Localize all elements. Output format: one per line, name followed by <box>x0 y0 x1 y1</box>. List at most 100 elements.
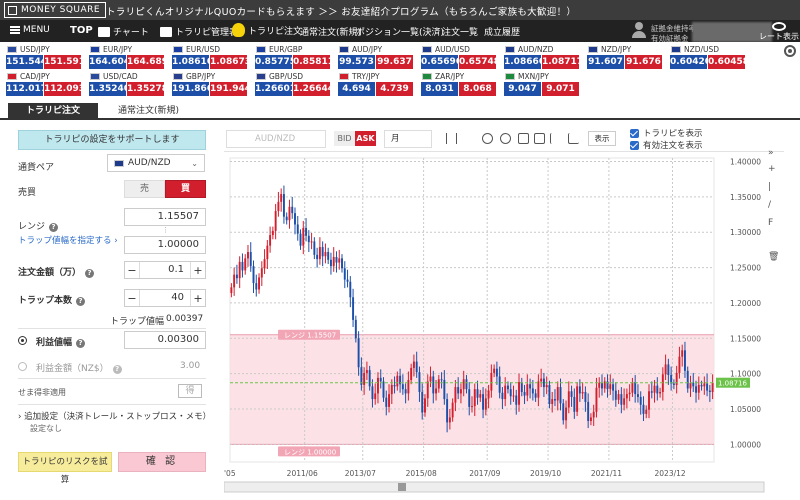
quote-eurgbp[interactable]: EUR/GBP 0.85775 0.85811 <box>253 44 334 70</box>
trap-count-value[interactable]: 40 <box>139 290 191 306</box>
semae-icon[interactable]: 得 <box>178 384 202 398</box>
nav-normal-order[interactable]: 通常注文(新規) <box>300 25 361 38</box>
quote-gbpjpy[interactable]: GBP/JPY 191.866 191.944 <box>170 71 251 97</box>
quote-audusd[interactable]: AUD/USD 0.65696 0.65748 <box>419 44 500 70</box>
candle-type-icon[interactable] <box>446 133 457 144</box>
bid-button[interactable]: BID <box>334 131 355 146</box>
bid-price[interactable]: 8.031 <box>421 82 458 96</box>
ask-price[interactable]: 1.26644 <box>293 82 334 96</box>
ask-price[interactable]: 1.35278 <box>127 82 168 96</box>
trash-icon[interactable]: 🗑 <box>768 252 780 262</box>
chart-pair-select[interactable]: AUD/NZD <box>226 130 326 148</box>
ask-price[interactable]: 112.093 <box>44 82 85 96</box>
quote-audjpy[interactable]: AUD/JPY 99.573 99.637 <box>336 44 414 70</box>
fibonacci-icon[interactable]: F <box>768 218 774 228</box>
nav-order-list[interactable]: 注文一覧 <box>442 25 478 38</box>
confirm-button[interactable]: 確 認 <box>118 452 206 472</box>
crop-icon[interactable] <box>518 133 529 144</box>
show-trap-checkbox[interactable]: トラリピを表示 <box>630 127 703 139</box>
period-select[interactable]: 月 <box>384 130 432 148</box>
ask-price[interactable]: 0.60458 <box>708 55 749 69</box>
trap-width-link[interactable]: トラップ値幅を指定する › <box>18 236 118 246</box>
zoom-out-icon[interactable] <box>500 133 511 144</box>
ask-price[interactable]: 9.071 <box>542 82 579 96</box>
bid-price[interactable]: 1.26601 <box>255 82 296 96</box>
cursor-icon[interactable]: + <box>768 164 776 174</box>
jump-latest-icon[interactable] <box>550 133 561 144</box>
profit-width-input[interactable]: 0.00300 <box>124 331 206 349</box>
ask-price[interactable]: 0.65748 <box>459 55 500 69</box>
ask-price[interactable]: 0.85811 <box>293 55 334 69</box>
settings-icon[interactable] <box>784 45 796 57</box>
ask-price[interactable]: 164.689 <box>127 55 168 69</box>
trendline-icon[interactable]: / <box>768 200 772 210</box>
tab-normal-order[interactable]: 通常注文(新規) <box>118 106 180 116</box>
minus-icon[interactable]: − <box>127 263 137 277</box>
minus-icon[interactable]: − <box>127 291 137 305</box>
help-icon[interactable]: ? <box>76 297 86 306</box>
bid-price[interactable]: 99.573 <box>338 55 375 69</box>
nav-position-list[interactable]: ポジション一覧(決済) <box>356 25 444 38</box>
help-icon[interactable]: ? <box>76 339 86 348</box>
bid-price[interactable]: 164.604 <box>89 55 130 69</box>
ask-price[interactable]: 4.739 <box>376 82 413 96</box>
amount-value[interactable]: 0.1 <box>139 262 191 278</box>
quote-usdcad[interactable]: USD/CAD 1.35240 1.35278 <box>87 71 168 97</box>
ask-price[interactable]: 1.08717 <box>542 55 583 69</box>
zoom-in-icon[interactable] <box>482 133 493 144</box>
bid-price[interactable]: 1.08616 <box>172 55 213 69</box>
bid-price[interactable]: 4.694 <box>338 82 375 96</box>
show-orders-checkbox[interactable]: 有効注文を表示 <box>630 139 703 151</box>
rate-display-button[interactable]: レート表示 <box>758 20 800 42</box>
ask-price[interactable]: 1.08673 <box>210 55 251 69</box>
ask-price[interactable]: 91.676 <box>625 55 662 69</box>
collapse-icon[interactable]: » <box>768 148 774 158</box>
nav-trap-manage[interactable]: トラリピ管理表 <box>160 25 238 38</box>
quote-nzdusd[interactable]: NZD/USD 0.60420 0.60458 <box>668 44 749 70</box>
bid-price[interactable]: 0.85775 <box>255 55 296 69</box>
buy-button[interactable]: 買 <box>165 180 206 198</box>
quote-eurjpy[interactable]: EUR/JPY 164.604 164.689 <box>87 44 168 70</box>
promo-link[interactable]: トラリピくんオリジナルQUOカードもらえます ＞＞ お友達紹介プログラム（もちろ… <box>106 7 577 18</box>
range-upper-input[interactable]: 1.15507 <box>124 208 206 226</box>
quote-cadjpy[interactable]: CAD/JPY 112.017 112.093 <box>4 71 85 97</box>
indicator-icon[interactable] <box>568 133 579 144</box>
ask-price[interactable]: 191.944 <box>210 82 251 96</box>
ask-button[interactable]: ASK <box>355 131 376 146</box>
quote-mxnjpy[interactable]: MXN/JPY 9.047 9.071 <box>502 71 580 97</box>
crosshair-icon[interactable] <box>534 133 545 144</box>
plus-icon[interactable]: + <box>193 263 203 277</box>
profit-width-radio[interactable] <box>18 336 27 345</box>
quote-zarjpy[interactable]: ZAR/JPY 8.031 8.068 <box>419 71 497 97</box>
tab-trap-order[interactable]: トラリピ注文 <box>8 103 98 120</box>
menu-button[interactable]: MENU <box>10 25 50 35</box>
quote-eurusd[interactable]: EUR/USD 1.08616 1.08673 <box>170 44 251 70</box>
bid-price[interactable]: 112.017 <box>6 82 47 96</box>
bid-price[interactable]: 1.35240 <box>89 82 130 96</box>
help-icon[interactable]: ? <box>112 365 122 374</box>
bid-price[interactable]: 0.60420 <box>670 55 711 69</box>
quote-usdjpy[interactable]: USD/JPY 151.544 151.591 <box>4 44 85 70</box>
support-button[interactable]: トラリピの設定をサポートします <box>18 130 206 150</box>
bid-price[interactable]: 0.65696 <box>421 55 462 69</box>
currency-pair-select[interactable]: AUD/NZD ⌄ <box>107 154 205 172</box>
range-lower-input[interactable]: 1.00000 <box>124 236 206 254</box>
plus-icon[interactable]: + <box>193 291 203 305</box>
nav-chart[interactable]: チャート <box>98 25 149 38</box>
candlestick-chart[interactable]: 1.40000 1.35000 1.30000 1.25000 1.20000 1.150… <box>224 126 800 496</box>
nav-history[interactable]: 成立履歴 <box>484 25 520 38</box>
show-dropdown[interactable]: 表示 <box>588 131 616 146</box>
bid-price[interactable]: 1.08666 <box>504 55 545 69</box>
account-summary[interactable]: 証拠金維持率 有効証拠金 <box>632 22 772 43</box>
nav-top[interactable]: TOP <box>70 25 93 36</box>
logo[interactable]: MONEY SQUARE <box>4 2 107 18</box>
bid-price[interactable]: 151.544 <box>6 55 47 69</box>
profit-amount-radio[interactable] <box>18 362 27 371</box>
sell-button[interactable]: 売 <box>124 180 165 198</box>
ask-price[interactable]: 151.591 <box>44 55 85 69</box>
hline-icon[interactable]: | <box>768 182 772 192</box>
quote-tryjpy[interactable]: TRY/JPY 4.694 4.739 <box>336 71 414 97</box>
quote-gbpusd[interactable]: GBP/USD 1.26601 1.26644 <box>253 71 334 97</box>
nav-trap-order[interactable]: トラリピ注文 <box>232 23 302 37</box>
quote-audnzd[interactable]: AUD/NZD 1.08666 1.08717 <box>502 44 583 70</box>
